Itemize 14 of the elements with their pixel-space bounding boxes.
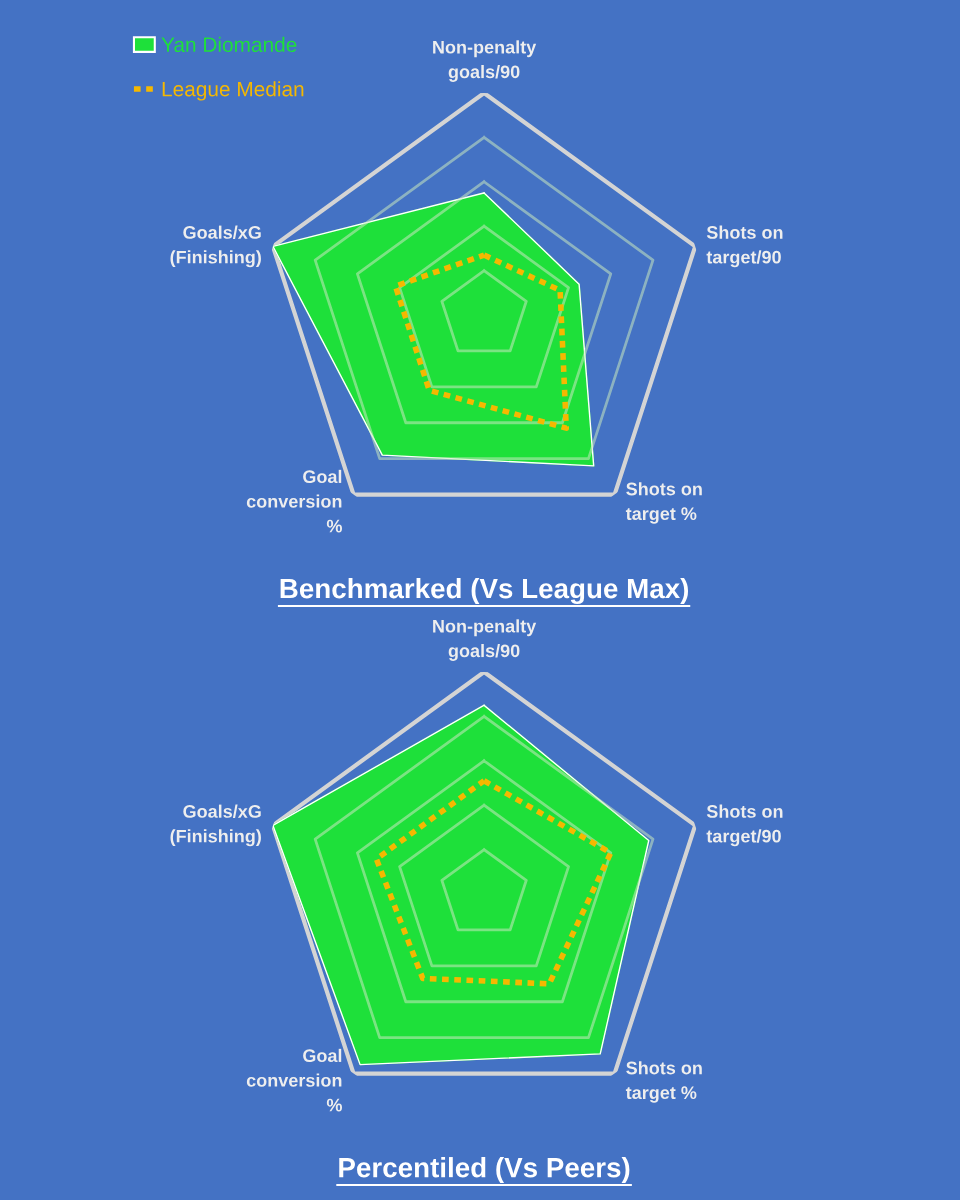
spoke-label: Goal conversion % [246, 469, 342, 533]
spoke-label: Goals/xG (Finishing) [170, 225, 261, 268]
text: Benchmarked (Vs League Max) [280, 577, 689, 605]
spoke-label: Shots on target % [625, 1061, 702, 1103]
spoke-label: Goals/xG (Finishing) [170, 804, 261, 847]
spoke-label: Shots on target/90 [706, 225, 783, 268]
spoke-label: Shots on target % [625, 482, 702, 524]
spoke-label: Goal conversion % [246, 1048, 342, 1112]
text: Percentiled (Vs Peers) [339, 1157, 630, 1183]
legend-label: Yan Diomande [161, 36, 297, 53]
spoke-label: Shots on target/90 [706, 804, 783, 847]
spoke-label: Non-penalty goals/90 [433, 40, 537, 82]
legend-label: League Median [162, 81, 304, 101]
spoke-label: Non-penalty goals/90 [433, 619, 537, 661]
